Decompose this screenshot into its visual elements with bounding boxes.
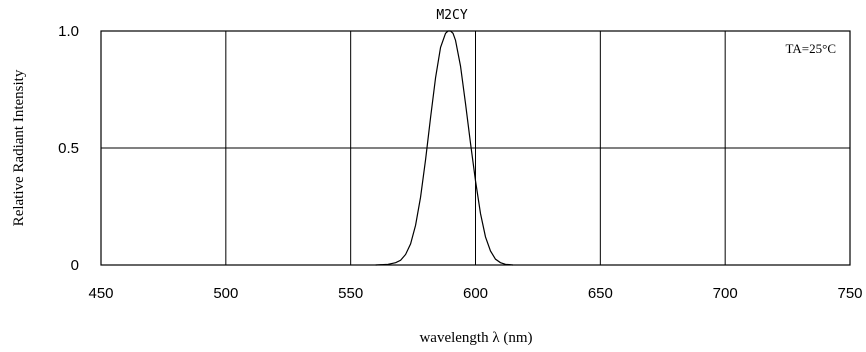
y-axis-label: Relative Radiant Intensity: [11, 69, 27, 226]
y-tick-label: 1.0: [58, 23, 79, 40]
y-tick-labels: 0 0.5 1.0: [58, 23, 79, 274]
x-tick-label: 650: [588, 285, 613, 302]
x-tick-label: 600: [463, 285, 488, 302]
x-tick-label: 550: [338, 285, 363, 302]
x-tick-label: 450: [88, 285, 113, 302]
x-axis-label: wavelength λ (nm): [419, 330, 532, 346]
grid: [101, 31, 850, 265]
y-tick-label: 0: [71, 257, 79, 274]
series-line: [375, 30, 514, 266]
temperature-annotation: TA=25°C: [786, 41, 837, 56]
x-tick-label: 700: [713, 285, 738, 302]
x-tick-labels: 450 500 550 600 650 700 750: [88, 285, 862, 302]
plot-frame: [100, 30, 851, 266]
y-tick-label: 0.5: [58, 140, 79, 157]
x-tick-label: 500: [213, 285, 238, 302]
chart-title: M2CY: [436, 8, 467, 23]
x-tick-label: 750: [837, 285, 862, 302]
